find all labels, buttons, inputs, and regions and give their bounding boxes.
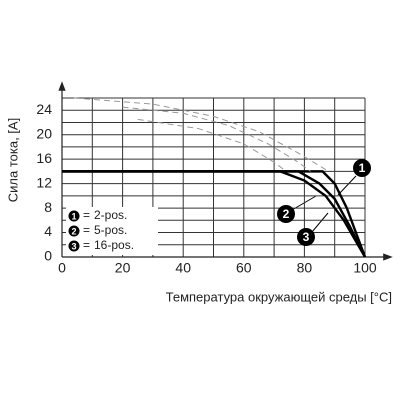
curve-badge bbox=[277, 205, 295, 223]
legend-badge-label: 3 bbox=[71, 241, 76, 251]
legend-separator: = bbox=[83, 238, 90, 252]
legend-badge-label: 1 bbox=[71, 211, 76, 221]
legend-label: 2-pos. bbox=[94, 208, 127, 222]
legend-separator: = bbox=[83, 208, 90, 222]
x-tick-label: 60 bbox=[236, 260, 252, 276]
x-tick-label: 20 bbox=[115, 260, 131, 276]
x-axis-title: Температура окружающей среды [°C] bbox=[166, 289, 392, 304]
curve-badge bbox=[353, 159, 371, 177]
y-tick-label: 24 bbox=[36, 101, 52, 117]
legend-badge bbox=[68, 210, 80, 222]
legend-badge bbox=[68, 225, 80, 237]
series-line bbox=[122, 106, 311, 172]
y-tick-label: 20 bbox=[36, 125, 52, 141]
legend-badge-label: 2 bbox=[71, 226, 76, 236]
series-line bbox=[137, 118, 287, 172]
y-tick-label: 4 bbox=[44, 223, 52, 239]
x-tick-label: 0 bbox=[58, 260, 66, 276]
y-tick-label: 12 bbox=[36, 174, 52, 190]
legend-label: 16-pos. bbox=[94, 238, 134, 252]
series-line bbox=[74, 97, 329, 172]
y-tick-label: 0 bbox=[44, 248, 52, 264]
x-tick-label: 40 bbox=[175, 260, 191, 276]
legend: 1 = 2-pos. 2 = 5-pos. 3 = 16-pos. bbox=[66, 207, 158, 255]
legend-separator: = bbox=[83, 223, 90, 237]
legend-label: 5-pos. bbox=[94, 223, 127, 237]
y-tick-label: 8 bbox=[44, 199, 52, 215]
x-tick-label: 100 bbox=[353, 260, 377, 276]
curve-badge-label: 2 bbox=[283, 207, 290, 221]
curve-badge-label: 1 bbox=[359, 161, 366, 175]
series-line bbox=[62, 170, 367, 258]
curve-badge-label: 3 bbox=[303, 230, 310, 244]
y-tick-label: 16 bbox=[36, 150, 52, 166]
y-axis-title: Сила тока, [A] bbox=[5, 118, 20, 202]
legend-badge bbox=[68, 240, 80, 252]
curve-badge bbox=[297, 228, 315, 246]
legend-box bbox=[66, 207, 158, 255]
x-tick-label: 80 bbox=[297, 260, 313, 276]
